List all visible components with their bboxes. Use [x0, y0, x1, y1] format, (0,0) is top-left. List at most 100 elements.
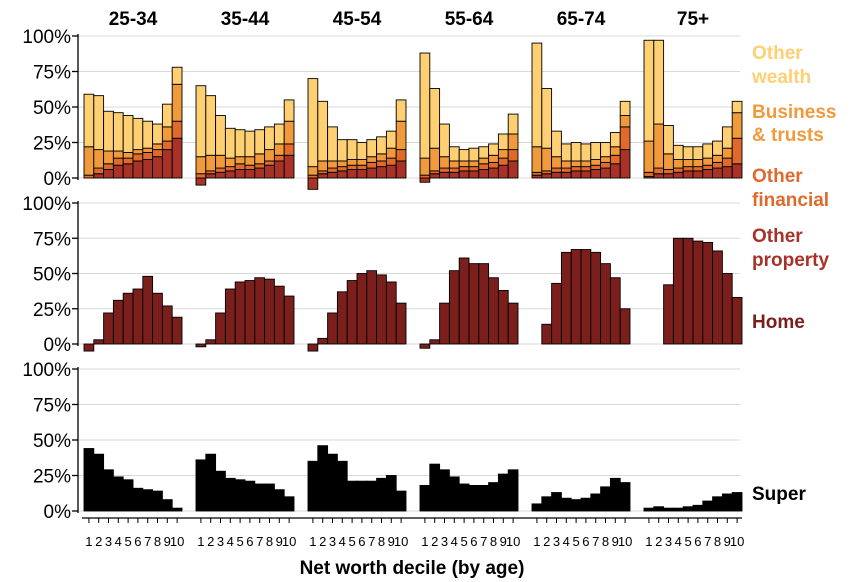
x-tick-label-panel3-3: 4: [451, 534, 458, 549]
bar-row0-panel1-decile10-seg3: [283, 99, 295, 122]
bar-row0-panel5-decile1-seg3: [643, 39, 655, 142]
bar-row2-panel1-decile6-seg0: [244, 480, 256, 512]
bar-row0-panel0-decile5-seg3: [122, 115, 134, 153]
bar-row0-panel2-decile4-seg0: [336, 170, 348, 179]
bar-row0-panel1-decile7-seg0: [254, 167, 266, 179]
bar-row2-panel5-decile1-seg0: [643, 507, 655, 512]
bar-row0-panel2-decile2-seg3: [317, 100, 329, 162]
bar-row0-panel1-decile10-seg1: [283, 143, 295, 156]
legend-label-row0-1-0: Business: [752, 102, 836, 123]
bar-row0-panel0-decile9-seg1: [161, 140, 173, 151]
bar-row1-panel1-decile2-seg0: [205, 339, 217, 345]
legend-label-row2-0-0: Super: [752, 484, 806, 505]
bar-row2-panel2-decile10-seg0: [395, 490, 407, 512]
bar-row0-panel4-decile1-seg2: [531, 146, 543, 173]
bar-row0-panel3-decile5-seg1: [458, 166, 470, 172]
bar-row0-panel4-decile1-seg3: [531, 42, 543, 148]
bar-row0-panel3-decile7-seg3: [478, 146, 490, 159]
x-tick-label-panel1-4: 5: [236, 534, 243, 549]
x-tick-label-panel5-4: 5: [684, 534, 691, 549]
x-tick-label-panel0-2: 3: [105, 534, 112, 549]
bar-row2-panel0-decile8-seg0: [152, 490, 163, 512]
bar-row1-panel2-decile7-seg0: [366, 270, 378, 345]
bar-row1-panel0-decile10-seg0: [171, 316, 183, 345]
bar-row0-panel0-decile3-seg2: [103, 150, 114, 165]
bar-row0-panel5-decile8-seg0: [712, 167, 723, 179]
bar-row0-panel2-decile8-seg1: [376, 160, 387, 168]
x-tick-label-panel1-6: 7: [256, 534, 263, 549]
bar-row0-panel3-decile9-seg0: [497, 164, 509, 179]
x-tick-label-panel2-4: 5: [348, 534, 355, 549]
bar-row0-panel4-decile9-seg2: [609, 146, 621, 156]
bar-row2-panel1-decile7-seg0: [254, 483, 266, 512]
bar-row0-panel0-decile10-seg0: [171, 137, 183, 179]
bar-row2-panel5-decile2-seg0: [653, 506, 665, 512]
bar-row0-panel5-decile2-seg0: [653, 173, 665, 179]
bar-row1-panel4-decile7-seg0: [590, 251, 602, 345]
bar-row0-panel5-decile2-seg3: [653, 39, 665, 125]
bar-row0-panel3-decile5-seg2: [458, 160, 470, 168]
bar-row0-panel5-decile6-seg2: [692, 159, 704, 168]
bar-row2-panel0-decile4-seg0: [112, 476, 124, 512]
bar-row0-panel1-decile3-seg0: [215, 171, 226, 179]
bar-row2-panel4-decile4-seg0: [560, 497, 572, 512]
bar-row0-panel5-decile10-seg2: [731, 112, 743, 139]
bar-row0-panel4-decile8-seg2: [600, 156, 611, 163]
age-group-header-5: 75+: [677, 9, 709, 30]
x-tick-label-panel1-5: 6: [246, 534, 253, 549]
x-tick-label-panel3-4: 5: [460, 534, 467, 549]
x-tick-label-panel0-5: 6: [134, 534, 141, 549]
bar-row1-panel1-decile8-seg0: [264, 278, 275, 345]
bar-row1-panel0-decile7-seg0: [142, 275, 154, 345]
x-tick-label-panel0-0: 1: [85, 534, 92, 549]
bar-row0-panel3-decile9-seg1: [497, 157, 509, 166]
bar-row0-panel2-decile7-seg2: [366, 156, 378, 163]
bar-row0-panel2-decile9-seg3: [385, 130, 397, 149]
bar-row1-panel5-decile10-seg0: [731, 297, 743, 345]
bar-row1-panel3-decile8-seg0: [488, 277, 499, 345]
bar-row1-panel1-decile1-seg0: [195, 343, 207, 348]
bar-row0-panel0-decile7-seg3: [142, 120, 154, 149]
x-tick-label-panel5-9: 10: [730, 534, 744, 549]
x-tick-label-panel2-7: 8: [378, 534, 385, 549]
bar-row1-panel2-decile6-seg0: [356, 273, 368, 345]
x-tick-label-panel2-1: 2: [319, 534, 326, 549]
bar-row0-panel3-decile7-seg2: [478, 157, 490, 165]
bar-row1-panel0-decile4-seg0: [112, 299, 124, 345]
bar-row0-panel5-decile9-seg0: [721, 166, 733, 179]
x-tick-label-panel4-7: 8: [602, 534, 609, 549]
x-tick-label-panel4-8: 9: [612, 534, 619, 549]
y-tick-label-row0-1: 75%: [33, 63, 71, 84]
bar-row2-panel1-decile2-seg0: [205, 453, 217, 512]
bar-row0-panel3-decile4-seg0: [448, 171, 460, 179]
bar-row2-panel3-decile8-seg0: [488, 482, 499, 512]
bar-row0-panel2-decile4-seg2: [336, 160, 348, 168]
bar-row0-panel0-decile8-seg1: [152, 149, 163, 158]
bar-row0-panel3-decile2-seg3: [429, 88, 441, 149]
bar-row0-panel5-decile3-seg3: [663, 125, 674, 155]
bar-row0-panel3-decile8-seg1: [488, 161, 499, 169]
x-tick-label-panel1-8: 9: [276, 534, 283, 549]
x-tick-label-panel3-8: 9: [500, 534, 507, 549]
bar-row0-panel4-decile3-seg1: [551, 167, 562, 173]
bar-row0-panel1-decile10-seg2: [283, 120, 295, 145]
y-tick-label-row1-2: 50%: [33, 265, 71, 286]
bar-row0-panel1-decile8-seg1: [264, 160, 275, 166]
bar-row1-panel2-decile2-seg0: [317, 337, 329, 345]
bar-row0-panel5-decile6-seg1: [692, 166, 704, 172]
bar-row1-panel4-decile6-seg0: [580, 249, 592, 345]
bar-row1-panel4-decile5-seg0: [570, 249, 582, 345]
x-tick-label-panel5-5: 6: [694, 534, 701, 549]
bar-row0-panel0-decile4-seg2: [112, 150, 124, 159]
bar-row2-panel2-decile7-seg0: [366, 480, 378, 512]
bar-row0-panel3-decile5-seg0: [458, 170, 470, 179]
bar-row1-panel3-decile3-seg0: [439, 302, 450, 345]
x-tick-label-panel4-0: 1: [533, 534, 540, 549]
gridlines: [78, 35, 740, 512]
bar-row0-panel3-decile7-seg0: [478, 169, 490, 179]
legend-label-row0-0-1: wealth: [751, 67, 811, 88]
bar-row1-panel2-decile9-seg0: [385, 281, 397, 345]
bar-row0-panel1-decile7-seg2: [254, 153, 266, 165]
bar-row0-panel1-decile2-seg0: [205, 173, 217, 179]
